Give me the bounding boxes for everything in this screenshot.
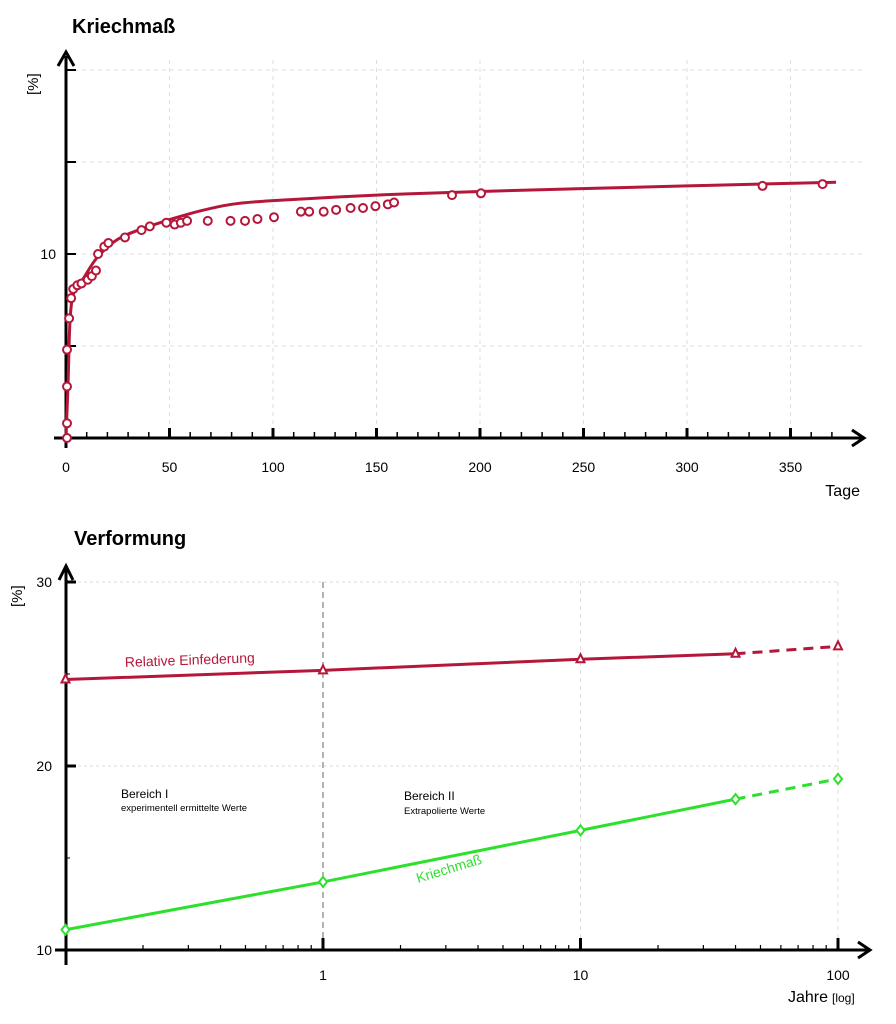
data-point (476, 188, 486, 199)
x-tick-label: 100 (261, 459, 285, 475)
data-point (225, 215, 236, 226)
x-tick-label: 10 (573, 967, 589, 983)
top-x-label: Tage (825, 483, 860, 500)
data-point (62, 381, 72, 392)
data-point (182, 215, 193, 226)
y-tick-label: 10 (36, 942, 52, 958)
data-point (66, 293, 77, 304)
series-line-relative-einfederung (65, 652, 736, 682)
data-point (62, 418, 72, 429)
data-point (202, 215, 213, 226)
marker-relative-einfederung (832, 639, 844, 651)
marker-relative-einfederung (317, 663, 329, 675)
data-point (358, 203, 369, 213)
data-point (64, 313, 75, 324)
x-tick-label: 250 (572, 459, 596, 475)
marker-relative-einfederung (59, 672, 72, 684)
x-tick-label: 100 (826, 967, 850, 983)
x-axis-arrow (851, 428, 867, 448)
data-point (119, 232, 130, 243)
marker-kriechmass (575, 823, 586, 838)
data-point (103, 237, 114, 248)
data-point (304, 206, 315, 217)
data-point (370, 201, 381, 212)
data-point (318, 206, 329, 217)
y-tick-label: 20 (36, 758, 52, 774)
x-tick-label: 150 (365, 459, 389, 475)
data-point (757, 180, 768, 191)
data-point (345, 203, 356, 213)
x-tick-label: 0 (62, 459, 70, 475)
annotation-bereich-2-text: Extrapolierte Werte (404, 806, 485, 817)
data-point (136, 225, 147, 236)
data-point (62, 344, 72, 355)
annotation-bereich-2-title: Bereich II (404, 789, 455, 803)
bottom-y-label: [%] (9, 585, 26, 607)
data-point (331, 204, 342, 215)
data-point (269, 212, 279, 223)
x-tick-label: 50 (162, 459, 178, 475)
y-axis-arrow (56, 48, 76, 67)
annotation-bereich-1-title: Bereich I (121, 787, 168, 801)
y-tick-label: 10 (40, 246, 56, 262)
marker-relative-einfederung (574, 652, 587, 664)
data-point (295, 206, 306, 217)
data-point (161, 217, 172, 228)
bottom-chart-title: Verformung (74, 528, 186, 550)
x-tick-label: 200 (468, 459, 492, 475)
series-line-kriechmass (65, 797, 736, 932)
data-point (389, 197, 400, 208)
x-tick-label: 300 (675, 459, 699, 475)
y-axis-arrow (57, 562, 75, 581)
series-line-dashed-relative-einfederung (735, 644, 839, 656)
data-point (817, 179, 828, 190)
marker-kriechmass (832, 772, 844, 786)
marker-kriechmass (730, 792, 741, 806)
x-tick-label: 350 (779, 459, 803, 475)
data-point (93, 249, 104, 259)
data-point (62, 433, 72, 443)
data-point (447, 190, 458, 201)
x-axis-arrow (857, 940, 873, 960)
bottom-x-unit: [log] (832, 991, 855, 1005)
marker-kriechmass (60, 923, 71, 937)
bottom-x-label: Jahre (788, 989, 828, 1006)
top-chart-title: Kriechmaß (72, 16, 175, 38)
data-point (90, 265, 101, 276)
data-point (144, 221, 155, 232)
marker-relative-einfederung (729, 646, 742, 658)
data-point (252, 214, 263, 225)
data-point (240, 215, 251, 226)
x-tick-label: 1 (319, 967, 327, 983)
top-y-label: [%] (25, 73, 42, 95)
annotation-bereich-1-text: experimentell ermittelte Werte (121, 803, 247, 814)
marker-kriechmass (317, 875, 329, 889)
y-tick-label: 30 (36, 574, 52, 590)
series-label-relative-einfederung: Relative Einfederung (125, 649, 255, 670)
series-line-dashed-kriechmass (735, 777, 839, 801)
